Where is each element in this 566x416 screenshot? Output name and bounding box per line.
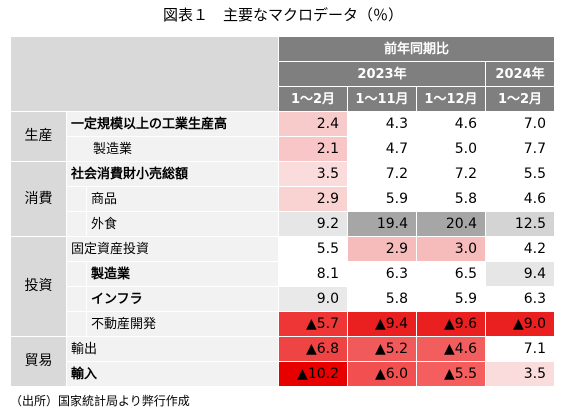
value-cell: 7.2 — [347, 161, 417, 187]
row-label: 社会消費財小売総額 — [66, 161, 279, 187]
header-corner — [10, 36, 279, 112]
value-cell: 7.0 — [485, 111, 555, 137]
value-cell: 6.3 — [347, 261, 417, 287]
header-year-2024: 2024年 — [485, 61, 555, 87]
value-cell: ▲4.6 — [416, 336, 486, 362]
value-cell: 7.7 — [485, 136, 555, 162]
header-period: 1～2月 — [485, 86, 555, 112]
source-note: （出所）国家統計局より弊行作成 — [10, 394, 190, 408]
value-cell: 5.8 — [416, 186, 486, 212]
value-cell: ▲5.5 — [416, 361, 486, 387]
value-cell: 6.5 — [416, 261, 486, 287]
value-cell: ▲9.6 — [416, 311, 486, 337]
row-label: 輸出 — [66, 336, 279, 362]
header-row-2: 2023年 2024年 — [11, 61, 555, 87]
header-period: 1～11月 — [347, 86, 417, 112]
value-cell: 7.1 — [485, 336, 555, 362]
row-label: 商品 — [86, 186, 279, 212]
value-cell: ▲9.4 — [347, 311, 417, 337]
value-cell: 6.3 — [485, 286, 555, 312]
row-label: 一定規模以上の工業生産高 — [66, 111, 279, 137]
value-cell: 4.7 — [347, 136, 417, 162]
value-cell: 19.4 — [347, 211, 417, 237]
row-label: 製造業 — [66, 136, 279, 162]
chart-title: 図表１ 主要なマクロデータ（％） — [162, 6, 403, 24]
table-row: 製造業 2.1 4.7 5.0 7.7 — [11, 136, 555, 162]
value-cell: 20.4 — [416, 211, 486, 237]
header-year-2023: 2023年 — [278, 61, 486, 87]
group-label-investment: 投資 — [10, 236, 67, 337]
value-cell: ▲10.2 — [278, 361, 348, 387]
value-cell: 3.0 — [416, 236, 486, 262]
value-cell: 12.5 — [485, 211, 555, 237]
value-cell: 5.8 — [347, 286, 417, 312]
group-label-consumption: 消費 — [10, 161, 67, 237]
value-cell: 5.9 — [347, 186, 417, 212]
value-cell: 9.2 — [278, 211, 348, 237]
value-cell: 7.2 — [416, 161, 486, 187]
row-indent — [66, 186, 87, 212]
value-cell: 2.9 — [278, 186, 348, 212]
value-cell: 5.5 — [278, 236, 348, 262]
row-indent — [66, 261, 87, 287]
row-label: 輸入 — [66, 361, 279, 387]
value-cell: ▲6.8 — [278, 336, 348, 362]
table-row: 投資 固定資産投資 5.5 2.9 3.0 4.2 — [10, 236, 555, 337]
value-cell: 3.5 — [278, 161, 348, 187]
table-row: 輸入 ▲10.2 ▲6.0 ▲5.5 3.5 — [11, 361, 555, 387]
header-row-1: 前年同期比 — [10, 36, 555, 112]
row-label: 製造業 — [86, 261, 279, 287]
table-row: 商品 2.9 5.9 5.8 4.6 — [11, 186, 555, 212]
value-cell: ▲6.0 — [347, 361, 417, 387]
row-indent — [66, 311, 87, 337]
value-cell: ▲5.2 — [347, 336, 417, 362]
row-label: 外食 — [86, 211, 279, 237]
header-row-3: 1～2月 1～11月 1～12月 1～2月 — [11, 86, 555, 112]
group-label-production: 生産 — [10, 111, 67, 162]
table-row: 消費 社会消費財小売総額 3.5 7.2 7.2 5.5 — [10, 161, 555, 237]
table-row: 生産 一定規模以上の工業生産高 2.4 4.3 4.6 7.0 — [10, 111, 555, 162]
table-row: インフラ 9.0 5.8 5.9 6.3 — [11, 286, 555, 312]
value-cell: ▲5.7 — [278, 311, 348, 337]
value-cell: 2.4 — [278, 111, 348, 137]
table-row: 製造業 8.1 6.3 6.5 9.4 — [11, 261, 555, 287]
value-cell: 2.1 — [278, 136, 348, 162]
value-cell: 4.6 — [485, 186, 555, 212]
table-row: 外食 9.2 19.4 20.4 12.5 — [11, 211, 555, 237]
macro-data-table: 前年同期比 2023年 2024年 1～2月 1～11月 1～12月 1～2月 … — [10, 36, 555, 387]
value-cell: 5.0 — [416, 136, 486, 162]
row-label: 固定資産投資 — [66, 236, 279, 262]
row-indent — [66, 211, 87, 237]
value-cell: 4.3 — [347, 111, 417, 137]
table-row: 貿易 輸出 ▲6.8 ▲5.2 ▲4.6 7.1 — [10, 336, 555, 387]
row-indent — [66, 286, 87, 312]
value-cell: 8.1 — [278, 261, 348, 287]
value-cell: 2.9 — [347, 236, 417, 262]
value-cell: 4.6 — [416, 111, 486, 137]
row-label: インフラ — [86, 286, 279, 312]
header-period: 1～12月 — [416, 86, 486, 112]
row-label: 不動産開発 — [86, 311, 279, 337]
value-cell: 5.9 — [416, 286, 486, 312]
group-label-trade: 貿易 — [10, 336, 67, 387]
value-cell: 9.4 — [485, 261, 555, 287]
header-period: 1～2月 — [278, 86, 348, 112]
value-cell: 9.0 — [278, 286, 348, 312]
value-cell: ▲9.0 — [485, 311, 555, 337]
value-cell: 5.5 — [485, 161, 555, 187]
header-yoy: 前年同期比 — [278, 36, 555, 62]
value-cell: 3.5 — [485, 361, 555, 387]
value-cell: 4.2 — [485, 236, 555, 262]
table-row: 不動産開発 ▲5.7 ▲9.4 ▲9.6 ▲9.0 — [11, 311, 555, 337]
